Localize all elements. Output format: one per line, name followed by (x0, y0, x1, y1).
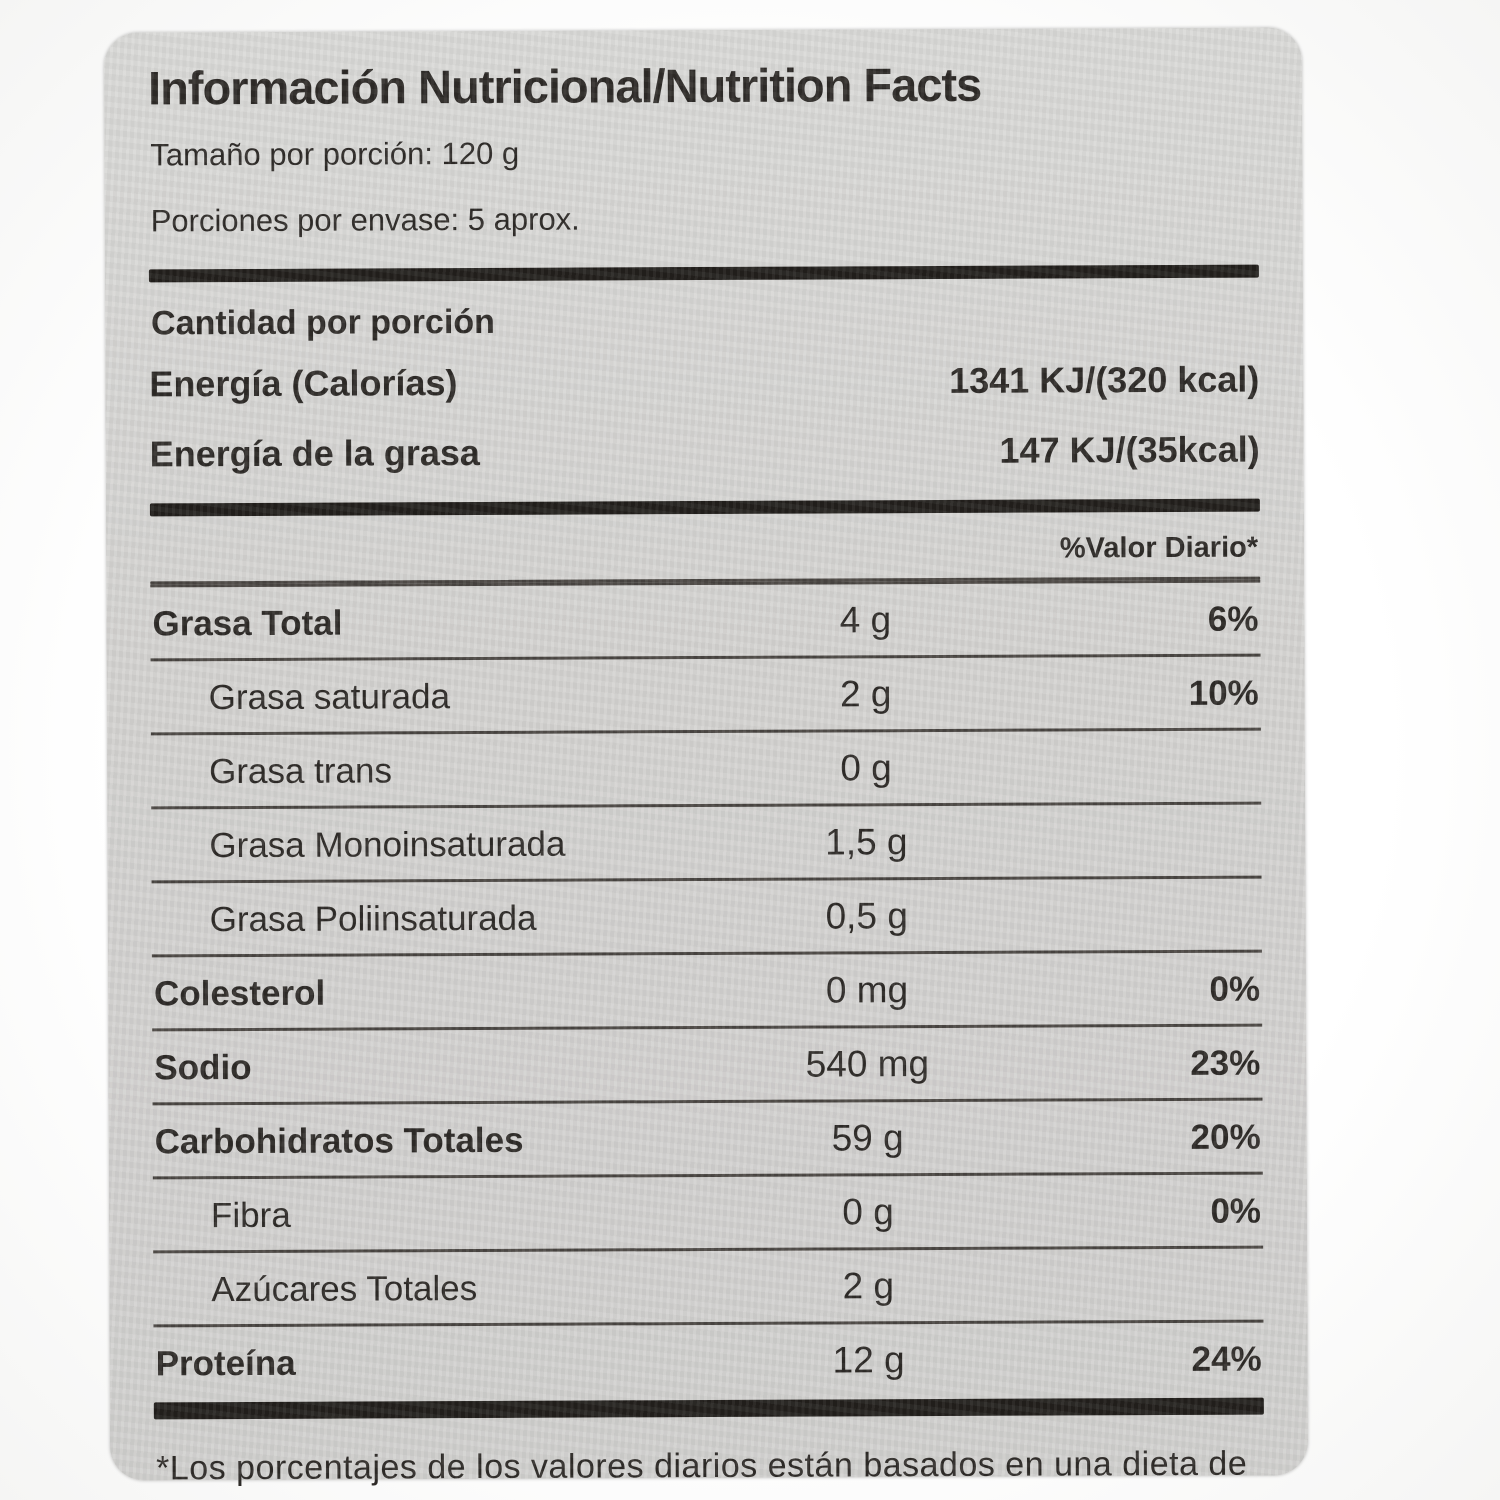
nutrient-daily-value: 0% (1210, 1191, 1262, 1231)
table-row-monounsaturated-fat: Grasa Monoinsaturada 1,5 g (151, 801, 1262, 881)
table-row-polyunsaturated-fat: Grasa Poliinsaturada 0,5 g (151, 875, 1262, 955)
table-row-sodium: Sodio 540 mg 23% (152, 1023, 1263, 1103)
energy-fat-row: Energía de la grasa 147 KJ/(35kcal) (150, 415, 1260, 490)
energy-fat-label: Energía de la grasa (149, 431, 480, 475)
nutrient-daily-value (1016, 779, 1261, 780)
nutrient-name: Colesterol (153, 973, 326, 1014)
nutrient-daily-value: 24% (1191, 1339, 1262, 1379)
energy-calories-row: Energía (Calorías) 1341 KJ/(320 kcal) (149, 345, 1259, 420)
energy-calories-label: Energía (Calorías) (149, 362, 458, 405)
nutrient-amount: 540 mg (805, 1043, 930, 1085)
nutrient-amount: 4 g (839, 599, 892, 641)
energy-fat-value: 147 KJ/(35kcal) (999, 428, 1260, 471)
table-row-trans-fat: Grasa trans 0 g (150, 727, 1262, 807)
nutrient-name: Grasa Monoinsaturada (209, 824, 566, 866)
nutrient-daily-value (1017, 927, 1262, 928)
daily-value-footnote: *Los porcentajes de los valores diarios … (156, 1444, 1248, 1500)
energy-calories-value: 1341 KJ/(320 kcal) (949, 358, 1260, 401)
servings-per-container: Porciones por envase: 5 aprox. (150, 201, 580, 239)
daily-value-header: %Valor Diario* (1059, 531, 1259, 565)
nutrient-amount: 0 mg (825, 969, 909, 1011)
nutrient-name: Azúcares Totales (211, 1269, 478, 1310)
nutrient-daily-value (1018, 1297, 1263, 1298)
nutrient-name: Fibra (210, 1195, 291, 1236)
label-title: Información Nutricional/Nutrition Facts (147, 57, 982, 115)
table-row-fiber: Fibra 0 g 0% (152, 1171, 1264, 1251)
nutrient-name: Proteína (155, 1343, 296, 1384)
nutrient-daily-value: 0% (1209, 969, 1261, 1009)
table-row-cholesterol: Colesterol 0 mg 0% (151, 949, 1263, 1029)
nutrient-amount: 59 g (831, 1117, 904, 1159)
nutrition-facts-label: Información Nutricional/Nutrition Facts … (103, 27, 1309, 1500)
nutrient-amount: 2 g (842, 1265, 895, 1307)
nutrient-name: Grasa saturada (208, 677, 451, 718)
amount-per-serving-heading: Cantidad por porción (151, 302, 495, 343)
nutrient-name: Grasa Poliinsaturada (209, 898, 537, 940)
nutrient-amount: 0 g (842, 1191, 894, 1233)
nutrient-amount: 2 g (839, 673, 892, 715)
table-row-protein: Proteína 12 g 24% (153, 1319, 1264, 1399)
nutrient-name: Carbohidratos Totales (154, 1120, 524, 1162)
nutrient-daily-value: 10% (1188, 673, 1259, 713)
nutrient-name: Grasa Total (152, 603, 343, 644)
nutrient-daily-value (1016, 853, 1261, 854)
table-row-saturated-fat: Grasa saturada 2 g 10% (150, 653, 1261, 733)
nutrient-amount: 0 g (840, 747, 892, 789)
nutrient-amount: 1,5 g (825, 821, 908, 863)
nutrient-name: Sodio (154, 1047, 252, 1088)
nutrient-daily-value: 6% (1207, 599, 1259, 639)
table-row-total-sugars: Azúcares Totales 2 g (153, 1245, 1264, 1325)
nutrient-amount: 0,5 g (825, 895, 908, 937)
table-row-total-carbohydrate: Carbohidratos Totales 59 g 20% (152, 1097, 1263, 1177)
nutrient-amount: 12 g (832, 1339, 905, 1381)
nutrient-daily-value: 23% (1190, 1043, 1261, 1083)
nutrient-daily-value: 20% (1190, 1117, 1261, 1157)
nutrient-name: Grasa trans (208, 751, 393, 792)
serving-size: Tamaño por porción: 120 g (150, 135, 520, 173)
table-row-total-fat: Grasa Total 4 g 6% (150, 579, 1261, 659)
